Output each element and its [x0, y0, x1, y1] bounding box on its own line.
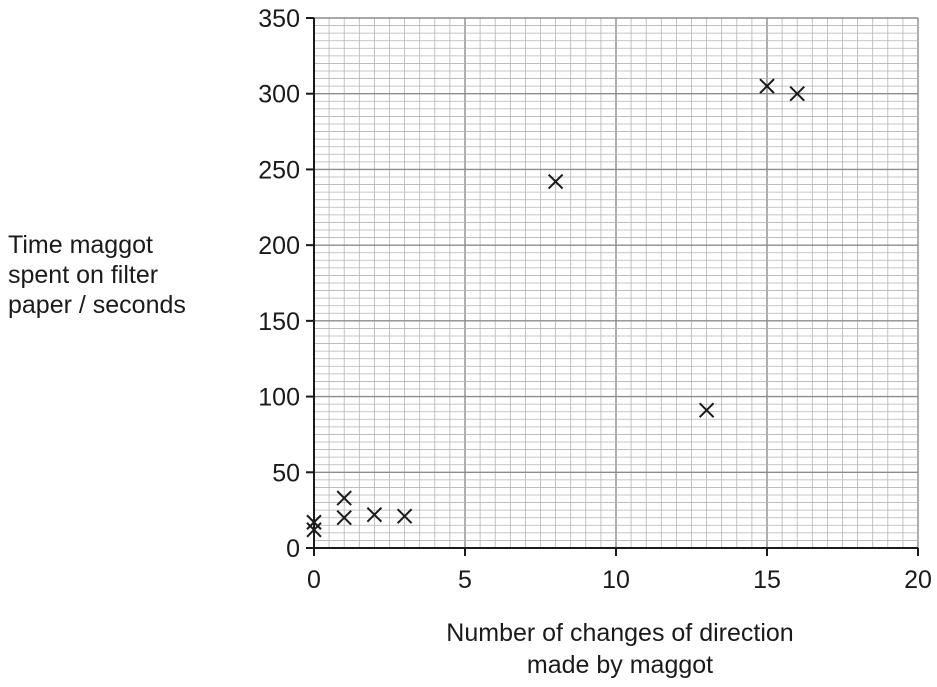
- y-axis-label: Time maggot spent on filter paper / seco…: [8, 230, 248, 320]
- x-tick-label: 0: [307, 566, 321, 594]
- y-tick-label: 100: [258, 384, 300, 412]
- y-tick-label: 0: [286, 535, 300, 563]
- data-point: [547, 173, 564, 190]
- data-point: [366, 506, 383, 523]
- data-point: [698, 402, 715, 418]
- y-tick-label: 200: [258, 232, 300, 260]
- y-tick-label: 300: [258, 81, 300, 109]
- data-point: [759, 78, 775, 94]
- data-point: [336, 490, 352, 506]
- data-point: [789, 86, 805, 102]
- data-point: [396, 508, 413, 524]
- x-tick-label: 15: [753, 566, 781, 594]
- y-axis-label-line-1: Time maggot: [8, 231, 153, 259]
- x-tick-label: 10: [602, 566, 630, 594]
- y-axis-label-line-2: spent on filter: [8, 261, 159, 289]
- y-tick-label: 50: [272, 459, 300, 487]
- x-axis-label-line-1: Number of changes of direction: [446, 619, 794, 647]
- x-axis-label-line-2: made by maggot: [526, 651, 714, 679]
- y-axis-label-line-3: paper / seconds: [8, 291, 186, 319]
- data-point: [306, 514, 322, 530]
- x-tick-label: 20: [904, 566, 932, 594]
- x-tick-label: 5: [458, 566, 472, 594]
- y-tick-label: 150: [258, 308, 300, 336]
- x-axis-label: Number of changes of direction made by m…: [380, 617, 860, 681]
- y-tick-label: 350: [258, 5, 300, 33]
- y-tick-label: 250: [258, 156, 300, 184]
- data-point: [336, 510, 352, 526]
- data-point: [306, 522, 322, 538]
